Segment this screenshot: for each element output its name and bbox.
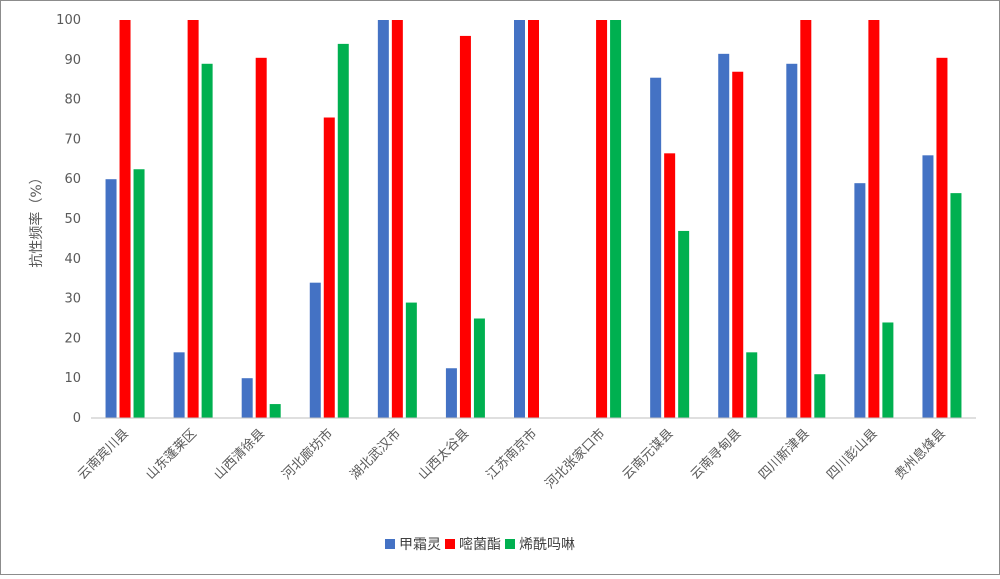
bar [405,302,417,418]
bar [732,71,744,419]
bar [514,20,525,418]
legend-label: 甲霜灵 [399,537,441,553]
bar [201,63,213,418]
bar [650,77,662,419]
x-tick-label: 山西清徐县 [211,426,268,483]
bar [255,57,267,419]
bar [882,322,894,418]
bar [664,153,676,418]
x-tick-label: 云南元谋县 [619,426,676,483]
legend-swatch [505,539,515,549]
legend-label: 嘧菌酯 [459,536,501,553]
bar [459,35,471,419]
bar [814,374,826,418]
legend-swatch [445,539,455,549]
bar [718,53,730,419]
bar [323,117,335,418]
bar [269,404,281,418]
bar [391,20,403,418]
bar [173,352,185,418]
x-tick-label: 贵州息烽县 [892,426,949,483]
y-tick-label: 40 [64,252,81,267]
bar [528,20,539,418]
bar [309,282,321,418]
x-tick-label: 四川新津县 [755,426,812,483]
y-tick-label: 60 [64,172,81,187]
bar [746,352,758,418]
x-tick-label: 河北张家口市 [542,426,608,492]
bar [800,20,812,418]
bar [119,20,131,418]
bar [187,20,199,418]
legend: 甲霜灵 嘧菌酯 烯酰吗啉 [385,536,575,553]
bar [133,169,145,418]
bar [854,183,866,418]
bar [950,193,962,418]
bar [678,230,690,418]
bar [105,179,117,418]
bar [596,20,608,418]
y-tick-label: 30 [64,292,81,307]
y-tick-label: 0 [73,411,81,426]
legend-swatch [385,539,395,549]
bar [473,318,485,418]
y-tick-label: 100 [56,13,81,28]
y-tick-label: 10 [64,371,81,386]
bar [377,20,389,418]
bar [936,57,948,419]
x-tick-label: 江苏南京市 [483,426,540,483]
y-tick-label: 20 [64,331,81,346]
legend-label: 烯酰吗啉 [519,537,575,553]
x-tick-label: 山西太谷县 [416,426,473,483]
bar [337,43,349,418]
bar [786,63,798,418]
x-tick-label: 云南寻甸县 [687,426,744,483]
bar [445,368,457,418]
y-tick-label: 90 [64,53,81,68]
y-tick-label: 70 [64,132,81,147]
y-tick-label: 50 [64,212,81,227]
bar [241,378,253,418]
x-tick-label: 云南宾川县 [75,426,132,483]
bar [868,20,880,418]
x-tick-label: 山东蓬莱区 [143,426,200,483]
x-tick-label: 河北廊坊市 [279,426,336,483]
x-tick-label: 四川彭山县 [824,426,881,483]
bar [922,155,934,418]
y-tick-label: 80 [64,93,81,108]
x-tick-label: 湖北武汉市 [347,426,404,483]
bar [610,20,622,418]
y-axis-title: 抗性频率（%） [28,170,45,267]
